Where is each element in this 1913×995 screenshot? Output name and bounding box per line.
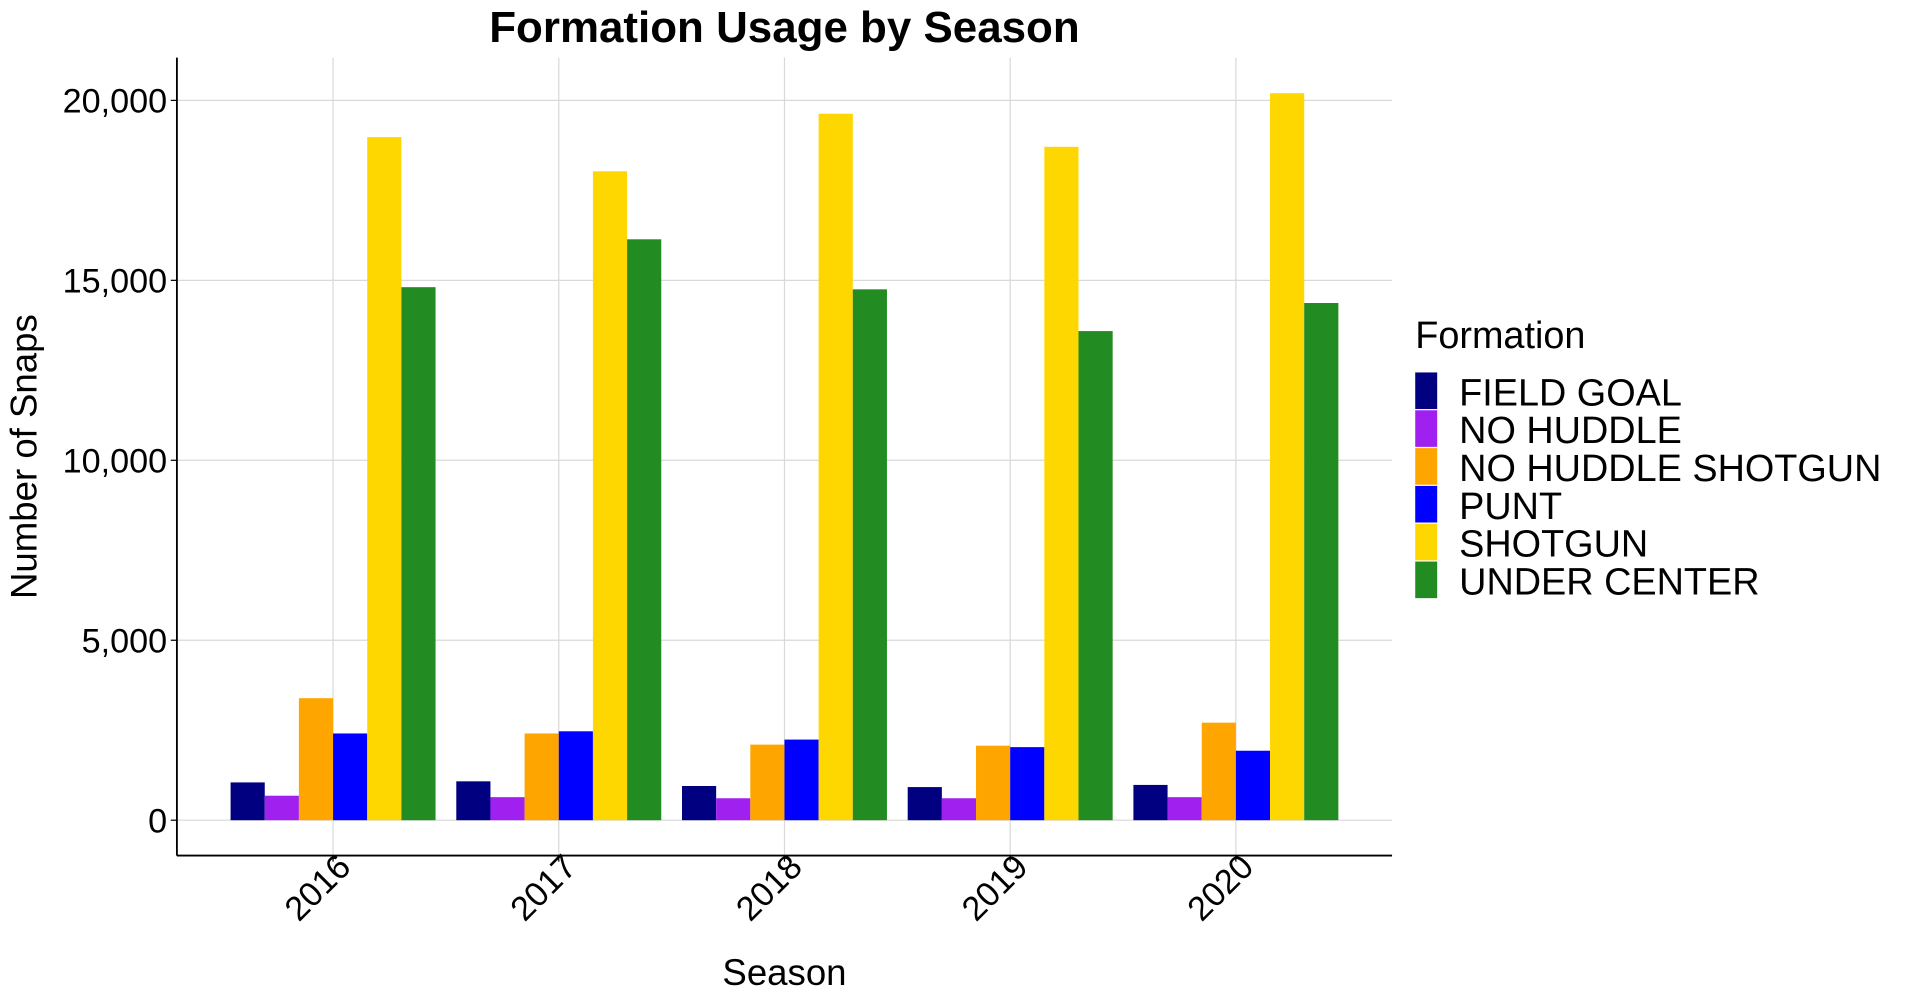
bar-punt-2017 (558, 731, 593, 821)
bar-under-center-2018 (852, 289, 887, 821)
bar-no-huddle-2017 (490, 797, 525, 821)
legend-label: PUNT (1459, 486, 1562, 528)
bar-field-goal-2017 (456, 781, 491, 821)
legend-label: NO HUDDLE SHOTGUN (1459, 448, 1881, 490)
x-tick-label: 2019 (955, 848, 1036, 929)
bar-shotgun-2016 (367, 137, 402, 821)
bar-under-center-2016 (401, 287, 436, 821)
bar-no-huddle-shotgun-2020 (1201, 722, 1236, 821)
legend-swatch (1415, 485, 1438, 523)
y-tick-label: 10,000 (63, 442, 167, 480)
legend-title: Formation (1415, 315, 1585, 357)
bars (230, 93, 1339, 821)
bar-shotgun-2017 (592, 171, 628, 821)
x-tick-label: 2020 (1180, 848, 1261, 929)
bar-no-huddle-2016 (264, 795, 299, 821)
bar-no-huddle-2018 (716, 798, 751, 821)
y-ticks: 0 5,000 10,000 15,000 20,000 (63, 83, 177, 840)
x-ticks: 2016 2017 2018 2019 2020 (278, 848, 1261, 929)
legend-swatch (1415, 561, 1438, 599)
bar-punt-2018 (784, 739, 819, 821)
legend-label: UNDER CENTER (1459, 561, 1759, 603)
bar-field-goal-2019 (907, 787, 942, 821)
bar-shotgun-2019 (1044, 146, 1079, 821)
y-tick-label: 5,000 (82, 622, 167, 660)
x-tick-label: 2017 (503, 848, 584, 929)
bar-no-huddle-2020 (1167, 797, 1202, 821)
bar-field-goal-2016 (230, 782, 265, 821)
bar-no-huddle-2019 (941, 798, 977, 821)
bar-field-goal-2020 (1133, 784, 1168, 821)
legend-swatch (1415, 448, 1438, 485)
legend-swatch (1415, 523, 1438, 561)
legend-label: FIELD GOAL (1459, 372, 1682, 414)
y-tick-label: 0 (148, 802, 167, 840)
legend-swatch (1415, 410, 1438, 447)
legend-label: NO HUDDLE (1459, 410, 1682, 452)
x-tick-label: 2018 (729, 848, 810, 929)
y-axis-label: Number of Snaps (4, 314, 45, 599)
bar-under-center-2019 (1078, 331, 1113, 821)
bar-under-center-2020 (1304, 303, 1339, 821)
bar-no-huddle-shotgun-2019 (976, 745, 1011, 821)
x-tick-label: 2016 (278, 848, 359, 929)
bar-punt-2019 (1010, 747, 1045, 821)
y-tick-label: 20,000 (63, 83, 167, 121)
y-tick-label: 15,000 (63, 263, 167, 301)
chart-title: Formation Usage by Season (489, 3, 1079, 52)
legend-swatch (1415, 372, 1438, 410)
legend-label: SHOTGUN (1459, 524, 1648, 566)
bar-field-goal-2018 (681, 786, 717, 821)
bar-punt-2016 (333, 733, 368, 821)
x-axis-label: Season (722, 952, 846, 993)
bar-punt-2020 (1235, 750, 1271, 821)
bar-no-huddle-shotgun-2018 (750, 744, 785, 821)
bar-shotgun-2018 (818, 113, 853, 821)
bar-no-huddle-shotgun-2016 (298, 698, 334, 821)
bar-no-huddle-shotgun-2017 (524, 733, 559, 821)
bar-shotgun-2020 (1270, 93, 1305, 821)
bar-under-center-2017 (627, 239, 662, 821)
